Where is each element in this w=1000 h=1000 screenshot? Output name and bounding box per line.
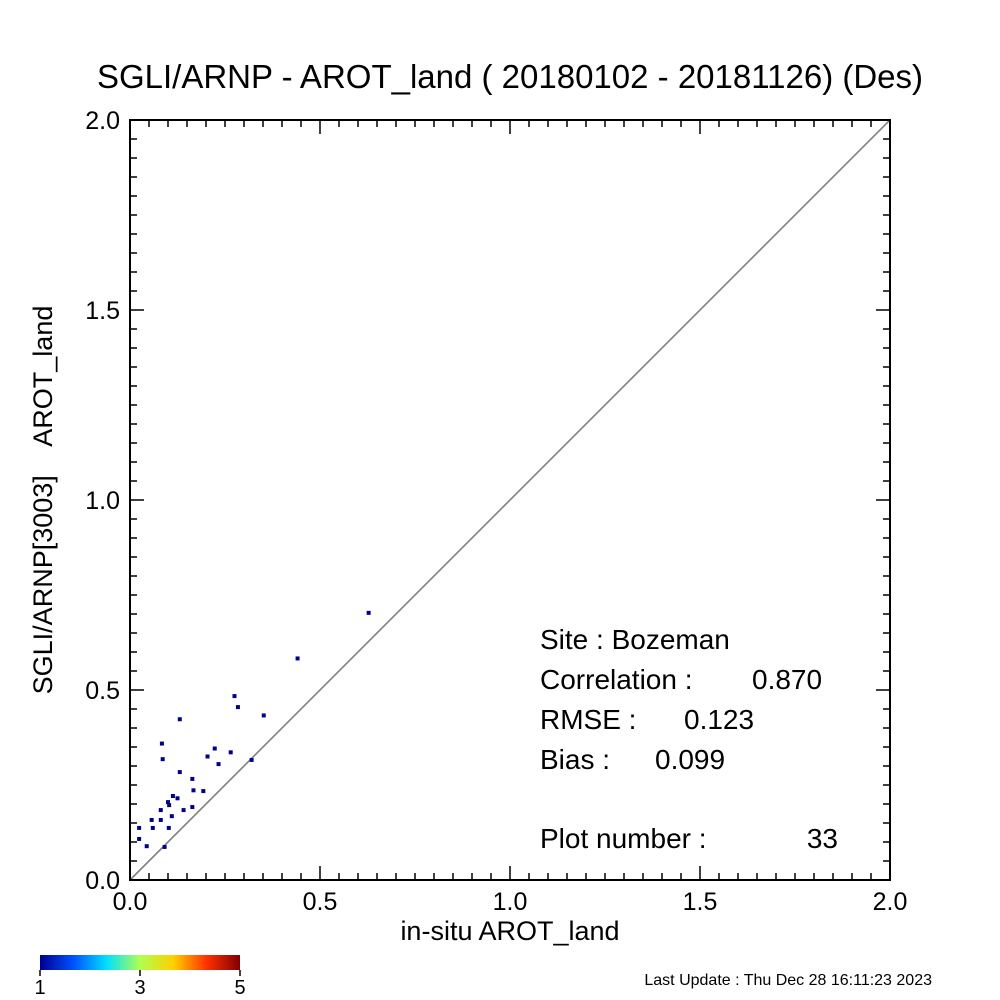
colorbar-tick-label: 5 [234, 977, 245, 999]
data-point [191, 788, 196, 793]
data-point [190, 776, 195, 781]
plot-frame [129, 119, 891, 881]
data-point [249, 757, 254, 762]
y-tick-label: 2.0 [85, 107, 120, 135]
data-point [181, 808, 186, 813]
stats-plot-number-label: Plot number : [540, 823, 707, 854]
data-point [158, 817, 163, 822]
data-point [261, 713, 266, 718]
y-tick-label: 1.0 [85, 487, 120, 515]
data-point [162, 844, 167, 849]
colorbar-ticks: 1 3 5 [34, 970, 246, 999]
colorbar [40, 955, 240, 970]
y-axis-label: SGLI/ARNP[3003] AROT_land [28, 306, 58, 695]
stats-correlation-label: Correlation : [540, 664, 693, 695]
data-point [201, 789, 206, 794]
data-points [137, 610, 371, 849]
data-point [177, 770, 182, 775]
y-tick-label: 0.0 [85, 867, 120, 895]
data-point [177, 717, 182, 722]
data-point [232, 694, 237, 699]
data-point [228, 750, 233, 755]
data-point [190, 805, 195, 810]
one-to-one-line [129, 119, 891, 881]
colorbar-tick-label: 3 [134, 977, 145, 999]
data-point [235, 705, 240, 710]
data-point [160, 757, 165, 762]
stats-bias-value: 0.099 [655, 744, 725, 775]
data-point [137, 836, 142, 841]
data-point [175, 796, 180, 801]
data-point [144, 844, 149, 849]
data-point [158, 808, 163, 813]
tick-labels: 0.0 0.5 1.0 1.5 2.0 0.0 0.5 1.0 1.5 2.0 [85, 107, 907, 916]
data-point [150, 825, 155, 830]
stats-correlation-value: 0.870 [752, 664, 822, 695]
y-tick-label: 1.5 [85, 297, 120, 325]
data-point [159, 741, 164, 746]
data-point [205, 754, 210, 759]
x-tick-label: 0.5 [303, 888, 338, 916]
stats-rmse-value: 0.123 [684, 704, 754, 735]
data-point [166, 825, 171, 830]
data-point [295, 656, 300, 661]
stats-bias-label: Bias : [540, 744, 610, 775]
x-tick-label: 2.0 [873, 888, 908, 916]
data-point [166, 800, 170, 805]
stats-plot-number-value: 33 [807, 823, 838, 854]
stats-rmse-label: RMSE : [540, 704, 636, 735]
x-axis-label: in-situ AROT_land [400, 916, 619, 946]
last-update: Last Update : Thu Dec 28 16:11:23 2023 [644, 972, 932, 989]
data-point [169, 814, 174, 819]
x-tick-label: 1.5 [683, 888, 718, 916]
data-point [212, 746, 217, 751]
data-point [149, 817, 154, 822]
chart-title: SGLI/ARNP - AROT_land ( 20180102 - 20181… [97, 58, 923, 95]
stats-site: Site : Bozeman [540, 624, 730, 655]
y-tick-label: 0.5 [85, 677, 120, 705]
data-point [167, 803, 172, 808]
x-tick-label: 1.0 [493, 888, 528, 916]
data-point [170, 794, 175, 799]
data-point [216, 762, 221, 767]
axis-ticks [129, 119, 891, 881]
x-tick-label: 0.0 [113, 888, 148, 916]
colorbar-tick-label: 1 [34, 977, 45, 999]
data-point [137, 825, 142, 830]
stats-panel: Site : Bozeman Correlation : 0.870 RMSE … [540, 624, 838, 854]
data-point [366, 610, 371, 615]
